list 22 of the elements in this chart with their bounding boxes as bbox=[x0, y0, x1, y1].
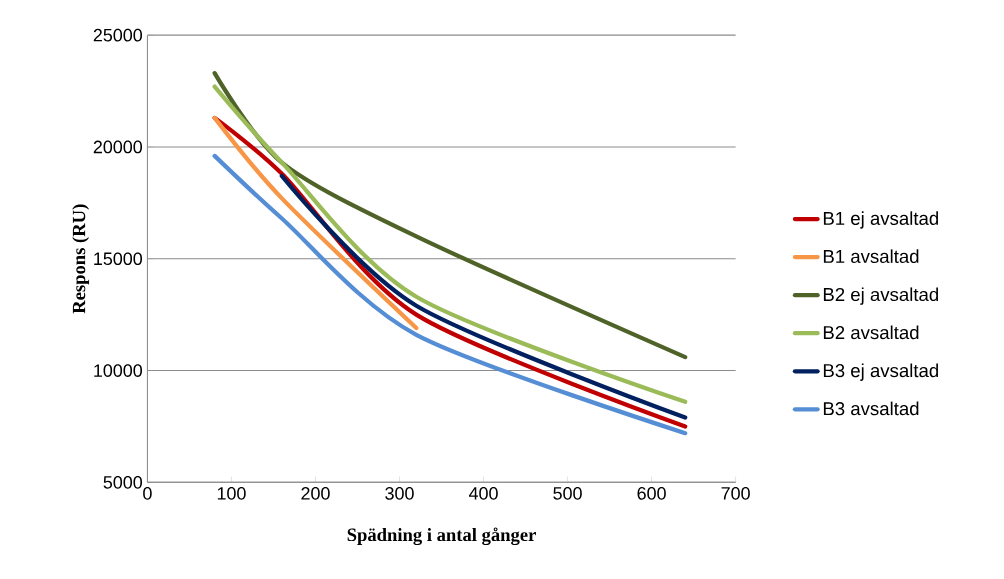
y-tick-label: 10000 bbox=[94, 364, 143, 377]
line-series bbox=[212, 84, 688, 404]
legend-label: B3 ej avsaltad bbox=[823, 363, 938, 381]
x-tick-label: 500 bbox=[553, 486, 582, 500]
x-tick-label: 400 bbox=[468, 486, 498, 500]
legend-label: B3 avsaltad bbox=[823, 401, 919, 416]
y-axis-title: Respons (RU) bbox=[72, 204, 90, 314]
legend-label: B1 ej avsaltad bbox=[823, 211, 938, 229]
y-tick-label: 5000 bbox=[103, 475, 143, 489]
x-axis-title: Spädning i antal gånger bbox=[347, 527, 536, 545]
y-tick-label: 20000 bbox=[93, 140, 143, 154]
x-tick-label: 600 bbox=[637, 486, 666, 500]
y-tick-label: 25000 bbox=[93, 28, 143, 42]
x-tick-label: 0 bbox=[143, 486, 152, 500]
legend-label: B2 ej avsaltad bbox=[823, 287, 938, 305]
x-tick-label: 200 bbox=[301, 486, 330, 500]
legend-label: B2 avsaltad bbox=[823, 325, 919, 340]
x-tick-label: 300 bbox=[385, 486, 414, 500]
legend-label: B1 avsaltad bbox=[823, 249, 919, 263]
y-tick-label: 15000 bbox=[94, 252, 143, 266]
x-tick-label: 700 bbox=[721, 486, 750, 500]
x-tick-label: 100 bbox=[217, 486, 246, 500]
